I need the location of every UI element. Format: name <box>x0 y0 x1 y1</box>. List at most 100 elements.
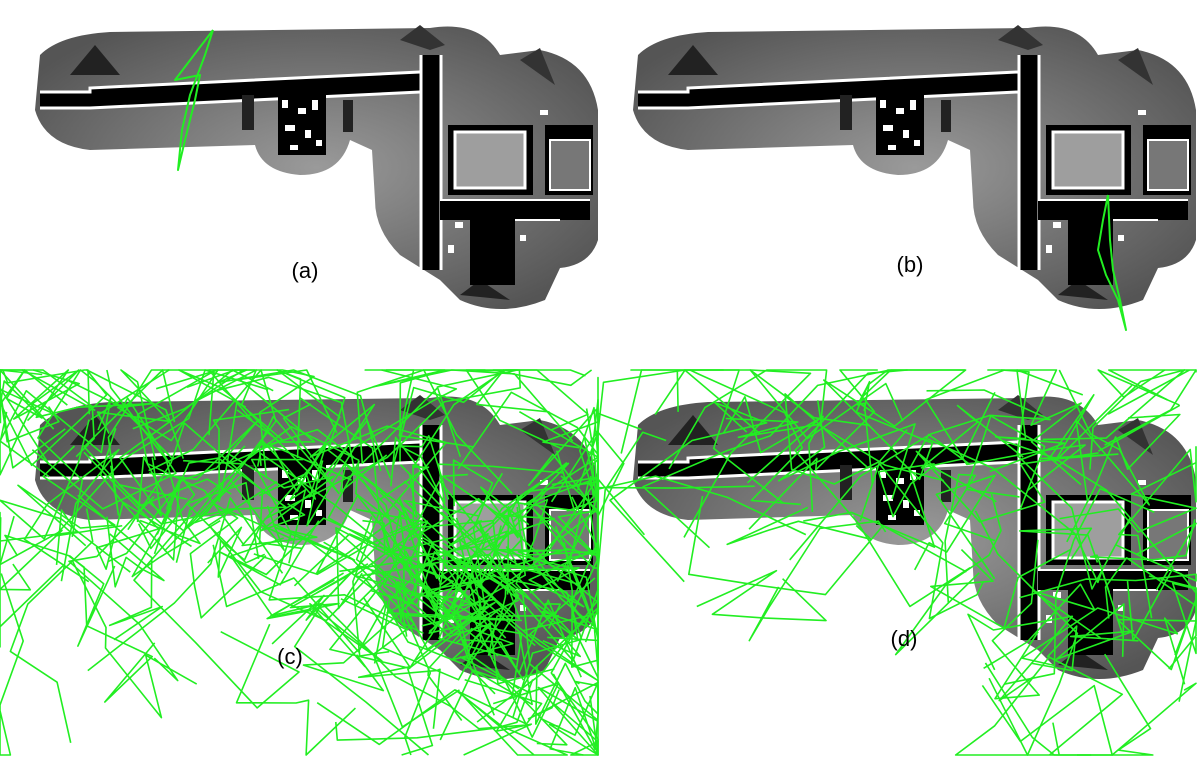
trajectory-line <box>803 433 971 548</box>
trajectory-line <box>454 689 568 756</box>
trajectory-line <box>436 369 563 458</box>
trajectory-line <box>189 502 267 619</box>
trajectory-line <box>517 548 599 672</box>
trajectory-line <box>553 703 599 756</box>
trajectory-line <box>877 463 997 518</box>
trajectory-line <box>967 613 1074 702</box>
trajectory-line <box>230 537 347 618</box>
panel-label-d: (d) <box>891 626 918 651</box>
trajectory-line <box>927 438 1124 635</box>
trajectory-d <box>597 369 1197 756</box>
trajectory-line <box>597 478 755 536</box>
trajectory-line <box>503 563 580 641</box>
trajectory-line <box>212 400 290 503</box>
trajectory-line <box>399 464 599 582</box>
trajectory-line <box>642 369 890 549</box>
trajectory-line <box>403 499 508 585</box>
trajectory-line <box>0 573 25 756</box>
trajectory-line <box>250 458 424 635</box>
trajectory-line <box>929 548 1071 629</box>
trajectory-line <box>186 481 266 564</box>
trajectory-line <box>147 443 352 532</box>
trajectory-line <box>1089 519 1196 593</box>
trajectory-line <box>228 453 335 532</box>
trajectory-line <box>1019 544 1197 599</box>
trajectory-line <box>21 369 96 458</box>
trajectory-line <box>0 369 185 467</box>
trajectory-line <box>194 369 392 484</box>
trajectory-line <box>1055 603 1139 661</box>
trajectory-line <box>329 515 446 670</box>
trajectory-line <box>354 508 455 597</box>
panel-d: (d) <box>597 369 1198 756</box>
trajectory-line <box>1003 487 1155 685</box>
trajectory-line <box>1097 194 1127 331</box>
trajectory-line <box>361 479 507 623</box>
trajectory-line <box>271 563 369 645</box>
trajectory-line <box>71 560 198 719</box>
trajectory-line <box>90 369 170 516</box>
trajectory-line <box>981 682 1197 756</box>
panel-a: (a) <box>33 23 600 311</box>
trajectory-line <box>302 526 411 692</box>
trajectory-line <box>415 459 494 661</box>
trajectory-line <box>1058 369 1151 506</box>
trajectory-line <box>725 417 944 482</box>
trajectory-line <box>859 462 985 620</box>
trajectory-line <box>272 522 460 728</box>
trajectory-line <box>987 369 1083 486</box>
trajectory-line <box>399 435 456 526</box>
trajectory-line <box>410 480 575 573</box>
trajectory-a <box>174 29 214 171</box>
trajectory-line <box>87 497 284 672</box>
trajectory-line <box>527 408 599 567</box>
trajectory-line <box>0 419 131 573</box>
trajectory-line <box>356 369 513 495</box>
trajectory-line <box>175 476 285 563</box>
trajectory-line <box>305 538 533 706</box>
trajectory-line <box>466 622 555 690</box>
trajectory-line <box>924 369 1086 492</box>
panel-label-a: (a) <box>292 258 319 283</box>
trajectory-line <box>689 369 804 506</box>
trajectory-line <box>457 391 599 538</box>
trajectory-line <box>253 520 429 576</box>
trajectory-line <box>0 369 66 469</box>
trajectory-line <box>537 634 599 756</box>
trajectory-line <box>83 451 192 570</box>
trajectory-line <box>369 551 536 647</box>
trajectory-line <box>455 577 599 682</box>
trajectory-line <box>913 474 996 580</box>
trajectory-line <box>696 569 827 622</box>
trajectory-line <box>983 583 1101 670</box>
trajectory-line <box>258 403 340 495</box>
trajectory-line <box>597 369 686 517</box>
trajectory-b <box>1097 194 1127 331</box>
trajectory-line <box>17 445 116 547</box>
trajectory-line <box>132 369 256 430</box>
trajectory-line <box>378 509 498 634</box>
panel-label-c: (c) <box>277 644 303 669</box>
trajectory-line <box>131 456 221 578</box>
trajectory-line <box>447 462 570 548</box>
trajectory-line <box>537 540 599 626</box>
trajectory-line <box>668 369 828 484</box>
trajectory-line <box>0 517 64 648</box>
trajectory-line <box>1031 625 1124 756</box>
trajectory-line <box>119 369 274 517</box>
trajectory-line <box>364 369 474 448</box>
trajectory-line <box>688 495 967 596</box>
trajectory-line <box>148 369 277 552</box>
trajectory-line <box>54 369 269 537</box>
trajectory-line <box>269 369 355 493</box>
trajectory-line <box>920 391 1024 469</box>
trajectory-line <box>726 506 872 546</box>
trajectory-line <box>23 448 120 583</box>
trajectory-line <box>1001 369 1131 590</box>
trajectory-line <box>386 577 499 657</box>
panel-b: (b) <box>631 23 1198 331</box>
trajectory-line <box>794 369 971 608</box>
trajectory-line <box>542 398 599 487</box>
trajectory-line <box>316 678 543 746</box>
